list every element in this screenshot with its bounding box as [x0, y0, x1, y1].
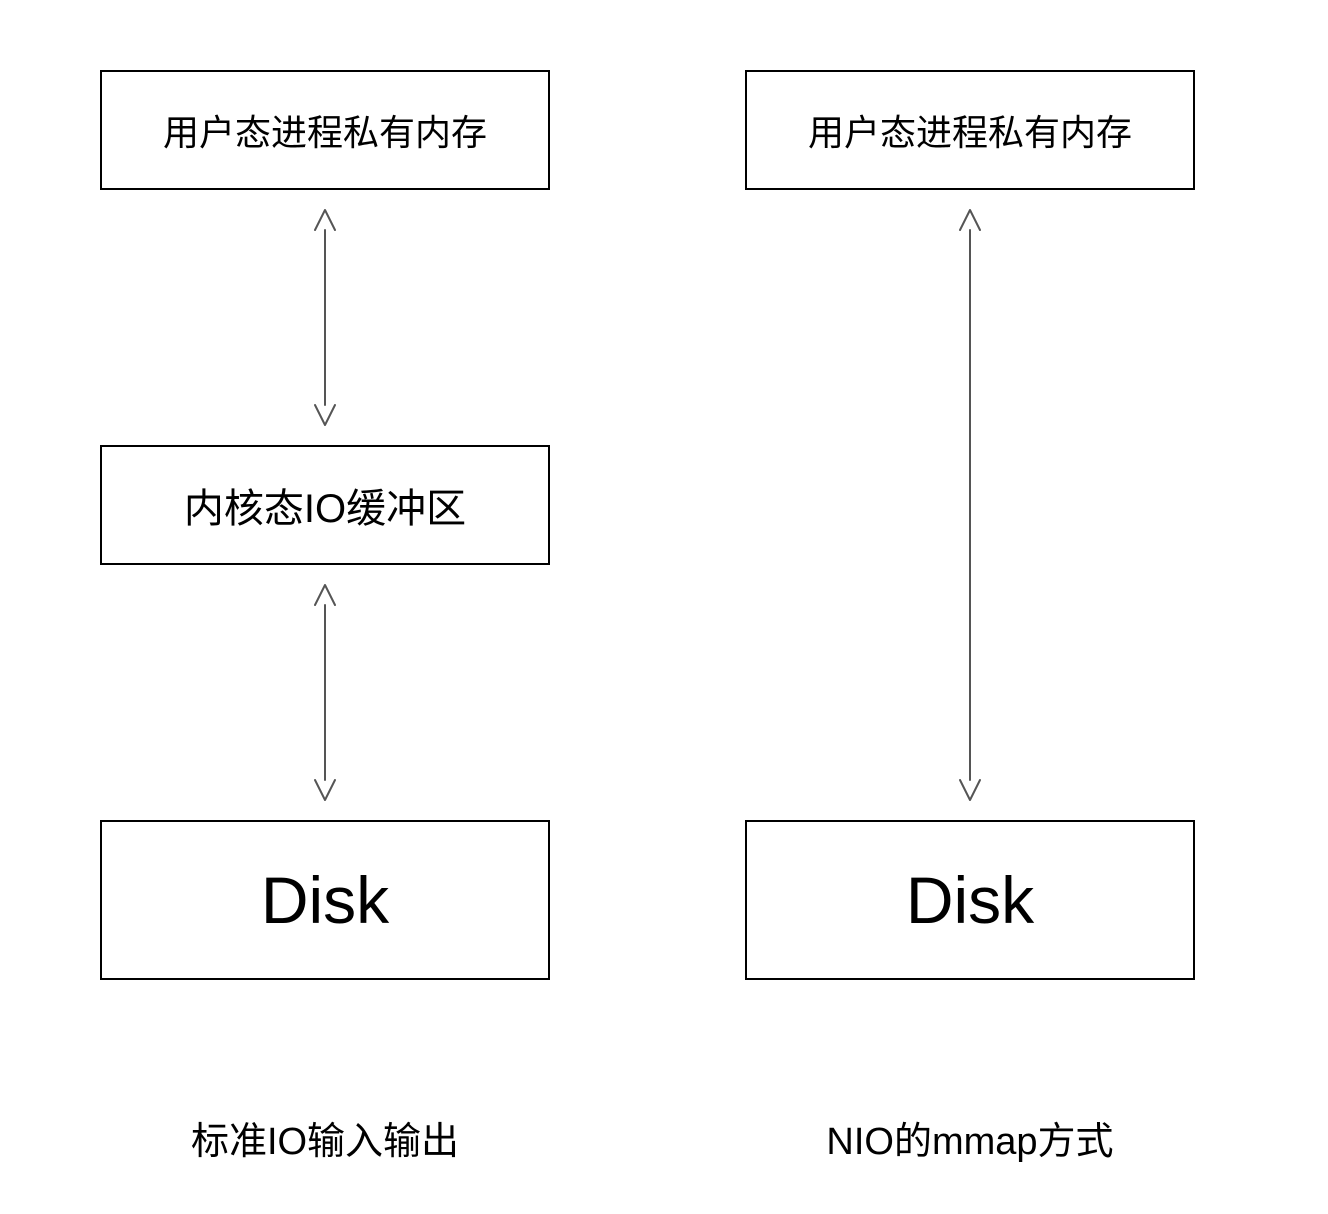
node-label: 内核态IO缓冲区 — [184, 476, 466, 534]
node-left-kernel-buf: 内核态IO缓冲区 — [100, 445, 550, 565]
node-left-user-mem: 用户态进程私有内存 — [100, 70, 550, 190]
edge-e-left-1 — [315, 210, 335, 425]
node-label: Disk — [261, 862, 389, 938]
node-label: 用户态进程私有内存 — [808, 104, 1132, 156]
node-left-disk: Disk — [100, 820, 550, 980]
caption-text: 标准IO输入输出 — [191, 1121, 459, 1163]
caption-right: NIO的mmap方式 — [670, 1110, 1270, 1165]
diagram-canvas: 用户态进程私有内存 内核态IO缓冲区 Disk 用户态进程私有内存 Disk 标… — [0, 0, 1328, 1214]
caption-left: 标准IO输入输出 — [25, 1110, 625, 1165]
caption-text: NIO的mmap方式 — [826, 1121, 1113, 1163]
node-right-user-mem: 用户态进程私有内存 — [745, 70, 1195, 190]
node-label: 用户态进程私有内存 — [163, 104, 487, 156]
node-label: Disk — [906, 862, 1034, 938]
edge-e-left-2 — [315, 585, 335, 800]
node-right-disk: Disk — [745, 820, 1195, 980]
edge-e-right-1 — [960, 210, 980, 800]
